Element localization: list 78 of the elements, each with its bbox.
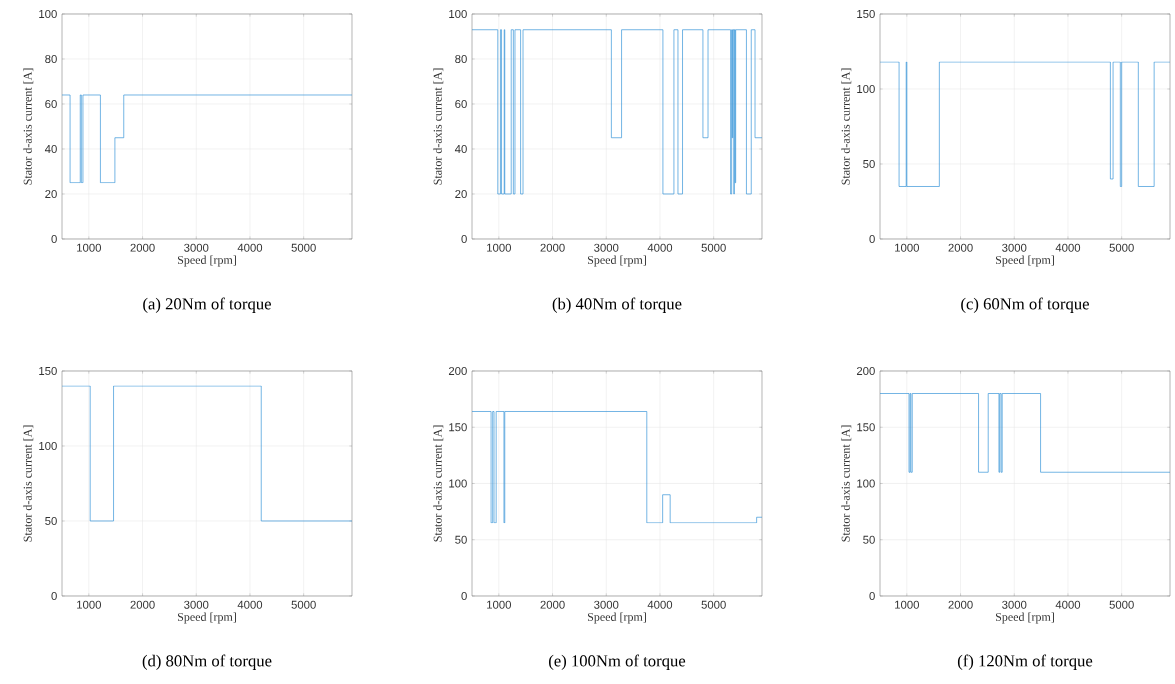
x-tick-label: 5000 — [701, 243, 726, 252]
x-tick-label: 3000 — [184, 243, 209, 252]
y-tick-label: 60 — [455, 99, 467, 108]
x-axis-title: Speed [rpm] — [587, 255, 646, 267]
y-tick-label: 0 — [869, 591, 875, 600]
x-tick-label: 3000 — [594, 600, 619, 609]
y-axis-title: Stator d-axis current [A] — [23, 68, 34, 185]
x-tick-label: 3000 — [594, 243, 619, 252]
x-tick-label: 3000 — [184, 600, 209, 609]
x-tick-label: 2000 — [948, 243, 973, 252]
y-tick-label: 50 — [863, 535, 875, 544]
x-axis-title: Speed [rpm] — [587, 612, 646, 624]
y-tick-label: 100 — [857, 84, 875, 93]
x-tick-label: 3000 — [1002, 600, 1027, 609]
x-tick-label: 1000 — [487, 600, 512, 609]
x-tick-label: 2000 — [540, 243, 565, 252]
x-axis-title: Speed [rpm] — [177, 255, 236, 267]
y-tick-label: 150 — [39, 366, 57, 375]
y-axis-title: Stator d-axis current [A] — [23, 425, 34, 542]
y-tick-label: 0 — [51, 234, 57, 243]
y-axis-title: Stator d-axis current [A] — [433, 425, 444, 542]
x-tick-label: 2000 — [130, 600, 155, 609]
x-tick-label: 4000 — [647, 243, 673, 252]
y-axis-title: Stator d-axis current [A] — [433, 68, 444, 185]
x-tick-label: 2000 — [948, 600, 973, 609]
x-axis-title: Speed [rpm] — [995, 255, 1054, 267]
y-tick-label: 40 — [454, 144, 467, 153]
y-tick-label: 50 — [863, 159, 875, 168]
y-tick-label: 0 — [461, 591, 467, 600]
y-tick-label: 200 — [448, 366, 467, 375]
y-tick-label: 40 — [44, 144, 57, 153]
text: (c) 60Nm of torque — [961, 297, 1089, 313]
y-tick-label: 80 — [45, 54, 57, 63]
x-tick-label: 4000 — [647, 600, 673, 609]
x-tick-label: 5000 — [701, 600, 726, 609]
y-tick-label: 20 — [45, 189, 57, 198]
y-tick-label: 0 — [869, 234, 875, 243]
y-tick-label: 100 — [449, 9, 467, 18]
y-tick-label: 100 — [39, 9, 57, 18]
x-tick-label: 5000 — [1109, 600, 1134, 609]
x-tick-label: 3000 — [1002, 243, 1027, 252]
x-tick-label: 5000 — [291, 243, 316, 252]
x-tick-label: 2000 — [540, 600, 565, 609]
y-tick-label: 80 — [455, 54, 467, 63]
y-tick-label: 150 — [857, 9, 875, 18]
y-tick-label: 20 — [455, 189, 467, 198]
y-axis-title: Stator d-axis current [A] — [841, 68, 852, 185]
y-tick-label: 100 — [39, 441, 57, 450]
text: (a) 20Nm of torque — [143, 297, 271, 313]
y-axis-title: Stator d-axis current [A] — [841, 425, 852, 542]
x-tick-label: 1000 — [77, 243, 102, 252]
text: (d) 80Nm of torque — [142, 654, 272, 670]
x-tick-label: 1000 — [487, 243, 512, 252]
text: (e) 100Nm of torque — [549, 654, 686, 670]
y-tick-label: 100 — [857, 479, 875, 488]
x-tick-label: 5000 — [291, 600, 316, 609]
text: (b) 40Nm of torque — [552, 297, 682, 313]
y-tick-label: 200 — [856, 366, 875, 375]
y-tick-label: 50 — [455, 535, 467, 544]
y-tick-label: 60 — [45, 99, 57, 108]
y-tick-label: 0 — [51, 591, 57, 600]
x-tick-label: 4000 — [237, 243, 263, 252]
x-tick-label: 4000 — [237, 600, 263, 609]
y-tick-label: 0 — [461, 234, 467, 243]
y-tick-label: 100 — [449, 479, 467, 488]
x-tick-label: 1000 — [895, 243, 920, 252]
y-tick-label: 50 — [45, 516, 57, 525]
x-tick-label: 4000 — [1055, 243, 1081, 252]
y-tick-label: 150 — [857, 423, 875, 432]
x-axis-title: Speed [rpm] — [177, 612, 236, 624]
x-tick-label: 1000 — [77, 600, 102, 609]
x-tick-label: 5000 — [1109, 243, 1134, 252]
text: (f) 120Nm of torque — [957, 654, 1093, 670]
y-tick-label: 150 — [449, 423, 467, 432]
x-axis-title: Speed [rpm] — [995, 612, 1054, 624]
x-tick-label: 4000 — [1055, 600, 1081, 609]
x-tick-label: 2000 — [130, 243, 155, 252]
x-tick-label: 1000 — [895, 600, 920, 609]
